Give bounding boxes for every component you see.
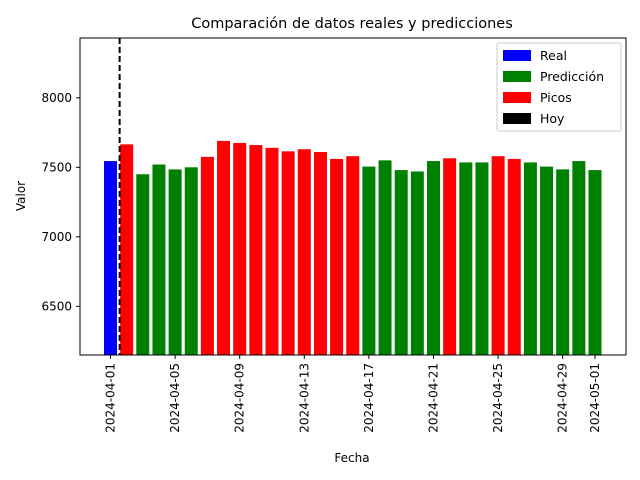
bar-2024-04-06 <box>184 167 198 355</box>
bar-2024-04-13 <box>297 149 311 355</box>
bar-2024-04-24 <box>475 162 489 355</box>
bar-2024-04-10 <box>249 145 263 355</box>
bar-2024-04-20 <box>410 171 424 355</box>
bar-2024-04-21 <box>427 161 440 355</box>
chart-title: Comparación de datos reales y prediccion… <box>191 16 513 32</box>
legend: Real Predicción Picos Hoy <box>496 42 622 132</box>
y-tick-label-6500: 6500 <box>41 299 72 313</box>
y-axis-label: Valor <box>14 181 28 211</box>
bar-2024-04-16 <box>346 156 360 355</box>
bar-2024-04-12 <box>281 151 295 355</box>
x-tick-label-2024-04-29: 2024-04-29 <box>556 363 570 433</box>
bar-2024-04-26 <box>507 158 521 355</box>
legend-swatch-3 <box>503 113 531 124</box>
legend-box <box>496 42 622 132</box>
bar-2024-04-01 <box>104 161 117 355</box>
x-axis-label: Fecha <box>334 451 369 465</box>
bar-2024-04-05 <box>168 169 182 355</box>
bar-2024-04-11 <box>265 147 279 355</box>
legend-label-0: Real <box>540 48 567 63</box>
bar-2024-04-14 <box>313 152 327 355</box>
bar-2024-04-04 <box>152 164 166 355</box>
legend-label-2: Picos <box>540 90 572 105</box>
bar-2024-04-17 <box>362 166 376 355</box>
legend-swatch-1 <box>503 71 531 82</box>
bar-2024-04-07 <box>200 156 214 355</box>
x-tick-label-2024-05-01: 2024-05-01 <box>588 363 602 433</box>
bar-2024-04-30 <box>572 161 586 355</box>
plot-frame <box>79 37 627 356</box>
bar-2024-04-09 <box>233 142 247 355</box>
bar-2024-04-03 <box>136 174 150 355</box>
legend-swatch-0 <box>503 50 531 61</box>
bar-2024-04-25 <box>491 156 505 355</box>
y-axis: 6500 7000 7500 8000 <box>41 91 80 313</box>
bar-2024-04-29 <box>556 169 570 355</box>
x-tick-label-2024-04-01: 2024-04-01 <box>104 363 118 433</box>
bar-series <box>104 140 602 355</box>
bar-2024-04-15 <box>330 158 344 355</box>
bar-2024-04-18 <box>378 160 392 355</box>
bar-2024-04-02 <box>120 144 134 355</box>
x-tick-label-2024-04-09: 2024-04-09 <box>233 363 247 433</box>
legend-label-3: Hoy <box>540 111 565 126</box>
bar-2024-04-28 <box>540 166 554 355</box>
x-axis: 2024-04-01 2024-04-05 2024-04-09 2024-04-13… <box>104 355 602 433</box>
bar-2024-04-22 <box>443 158 457 355</box>
bar-2024-04-23 <box>459 162 473 355</box>
y-tick-label-7000: 7000 <box>41 230 72 244</box>
x-tick-label-2024-04-21: 2024-04-21 <box>427 363 441 433</box>
legend-swatch-2 <box>503 92 531 103</box>
bar-2024-05-01 <box>588 170 602 355</box>
y-tick-label-7500: 7500 <box>41 160 72 174</box>
x-tick-label-2024-04-17: 2024-04-17 <box>362 363 376 433</box>
x-tick-label-2024-04-25: 2024-04-25 <box>491 363 505 433</box>
y-tick-label-8000: 8000 <box>41 91 72 105</box>
x-tick-label-2024-04-13: 2024-04-13 <box>297 363 311 433</box>
bar-2024-04-08 <box>217 140 231 355</box>
legend-label-1: Predicción <box>540 69 604 84</box>
bar-2024-04-19 <box>394 170 408 355</box>
x-tick-label-2024-04-05: 2024-04-05 <box>168 363 182 433</box>
bar-2024-04-27 <box>523 162 537 355</box>
